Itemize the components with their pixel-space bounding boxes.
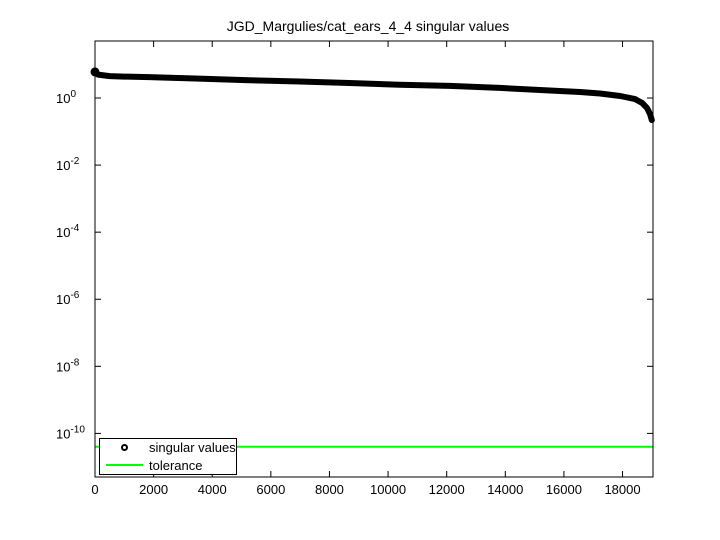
x-tick-label: 8000 [315,482,344,497]
x-tick-label: 16000 [546,482,582,497]
x-tick-label: 2000 [139,482,168,497]
x-tick-label: 14000 [487,482,523,497]
x-tick-label: 4000 [198,482,227,497]
legend-label-singular-values: singular values [149,440,236,456]
x-tick-label: 0 [91,482,98,497]
singular-values-curve [92,68,655,124]
legend-row-singular-values: singular values [100,439,236,456]
x-axis-ticks: 0 2000 4000 6000 8000 10000 12000 14000 16000 180… [91,41,641,497]
circle-marker-icon [121,444,128,452]
x-tick-label: 18000 [604,482,640,497]
x-tick-label: 12000 [429,482,465,497]
legend-swatch [100,464,149,467]
x-tick-label: 10000 [370,482,406,497]
y-axis-ticks: 100 10-2 10-4 10-6 10-8 10-10 [56,89,653,441]
axes-box [94,40,654,478]
y-tick-label: 10-6 [56,290,80,307]
y-tick-label: 10-4 [56,223,80,240]
y-tick-label: 10-10 [56,424,85,441]
legend-row-tolerance: tolerance [100,457,236,474]
legend-swatch [100,444,149,452]
y-tick-label: 10-2 [56,156,80,173]
plot-title: JGD_Margulies/cat_ears_4_4 singular valu… [227,18,509,34]
legend: singular values tolerance [99,438,237,475]
tolerance-line-sample [106,464,143,467]
y-tick-label: 100 [56,89,76,106]
legend-label-tolerance: tolerance [149,457,203,473]
y-tick-label: 10-8 [56,357,80,374]
x-tick-label: 6000 [256,482,285,497]
